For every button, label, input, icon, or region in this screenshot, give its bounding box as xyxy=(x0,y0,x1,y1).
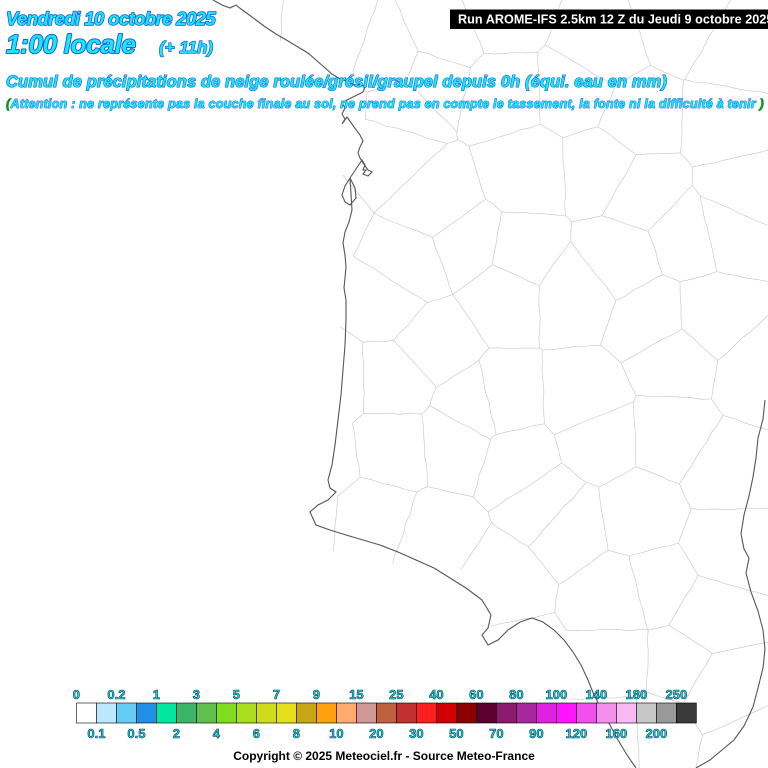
svg-text:10: 10 xyxy=(329,726,343,741)
svg-text:(+ 11h): (+ 11h) xyxy=(159,38,213,57)
svg-text:6: 6 xyxy=(253,726,260,741)
svg-text:30: 30 xyxy=(409,726,423,741)
svg-text:8: 8 xyxy=(293,726,300,741)
svg-text:1: 1 xyxy=(153,687,160,702)
svg-text:80: 80 xyxy=(509,687,523,702)
svg-text:25: 25 xyxy=(389,687,403,702)
svg-text:4: 4 xyxy=(213,726,221,741)
svg-text:20: 20 xyxy=(369,726,383,741)
svg-text:40: 40 xyxy=(429,687,443,702)
svg-text:0.1: 0.1 xyxy=(87,726,105,741)
svg-text:70: 70 xyxy=(489,726,503,741)
svg-text:250: 250 xyxy=(666,687,688,702)
svg-text:Copyright © 2025 Meteociel.fr: Copyright © 2025 Meteociel.fr - Source M… xyxy=(233,749,535,763)
svg-text:50: 50 xyxy=(449,726,463,741)
svg-text:Vendredi 10 octobre 2025: Vendredi 10 octobre 2025 xyxy=(6,8,216,29)
svg-text:0: 0 xyxy=(73,687,80,702)
svg-text:2: 2 xyxy=(173,726,180,741)
svg-text:120: 120 xyxy=(566,726,588,741)
svg-text:140: 140 xyxy=(586,687,608,702)
svg-text:90: 90 xyxy=(529,726,543,741)
svg-text:Cumul de précipitations de nei: Cumul de précipitations de neige roulée/… xyxy=(6,73,667,91)
svg-text:0.5: 0.5 xyxy=(127,726,145,741)
svg-text:9: 9 xyxy=(313,687,320,702)
svg-text:100: 100 xyxy=(546,687,568,702)
svg-text:3: 3 xyxy=(193,687,200,702)
svg-text:180: 180 xyxy=(626,687,648,702)
svg-text:Run AROME-IFS 2.5km 12 Z du Je: Run AROME-IFS 2.5km 12 Z du Jeudi 9 octo… xyxy=(458,13,768,27)
svg-text:1:00 locale: 1:00 locale xyxy=(6,29,136,59)
svg-text:200: 200 xyxy=(646,726,668,741)
svg-text:0.2: 0.2 xyxy=(107,687,125,702)
svg-text:7: 7 xyxy=(273,687,280,702)
svg-text:160: 160 xyxy=(606,726,628,741)
svg-text:15: 15 xyxy=(349,687,363,702)
svg-text:(Attention : ne représente pas: (Attention : ne représente pas la couche… xyxy=(6,97,764,111)
svg-text:60: 60 xyxy=(469,687,483,702)
svg-text:5: 5 xyxy=(233,687,240,702)
